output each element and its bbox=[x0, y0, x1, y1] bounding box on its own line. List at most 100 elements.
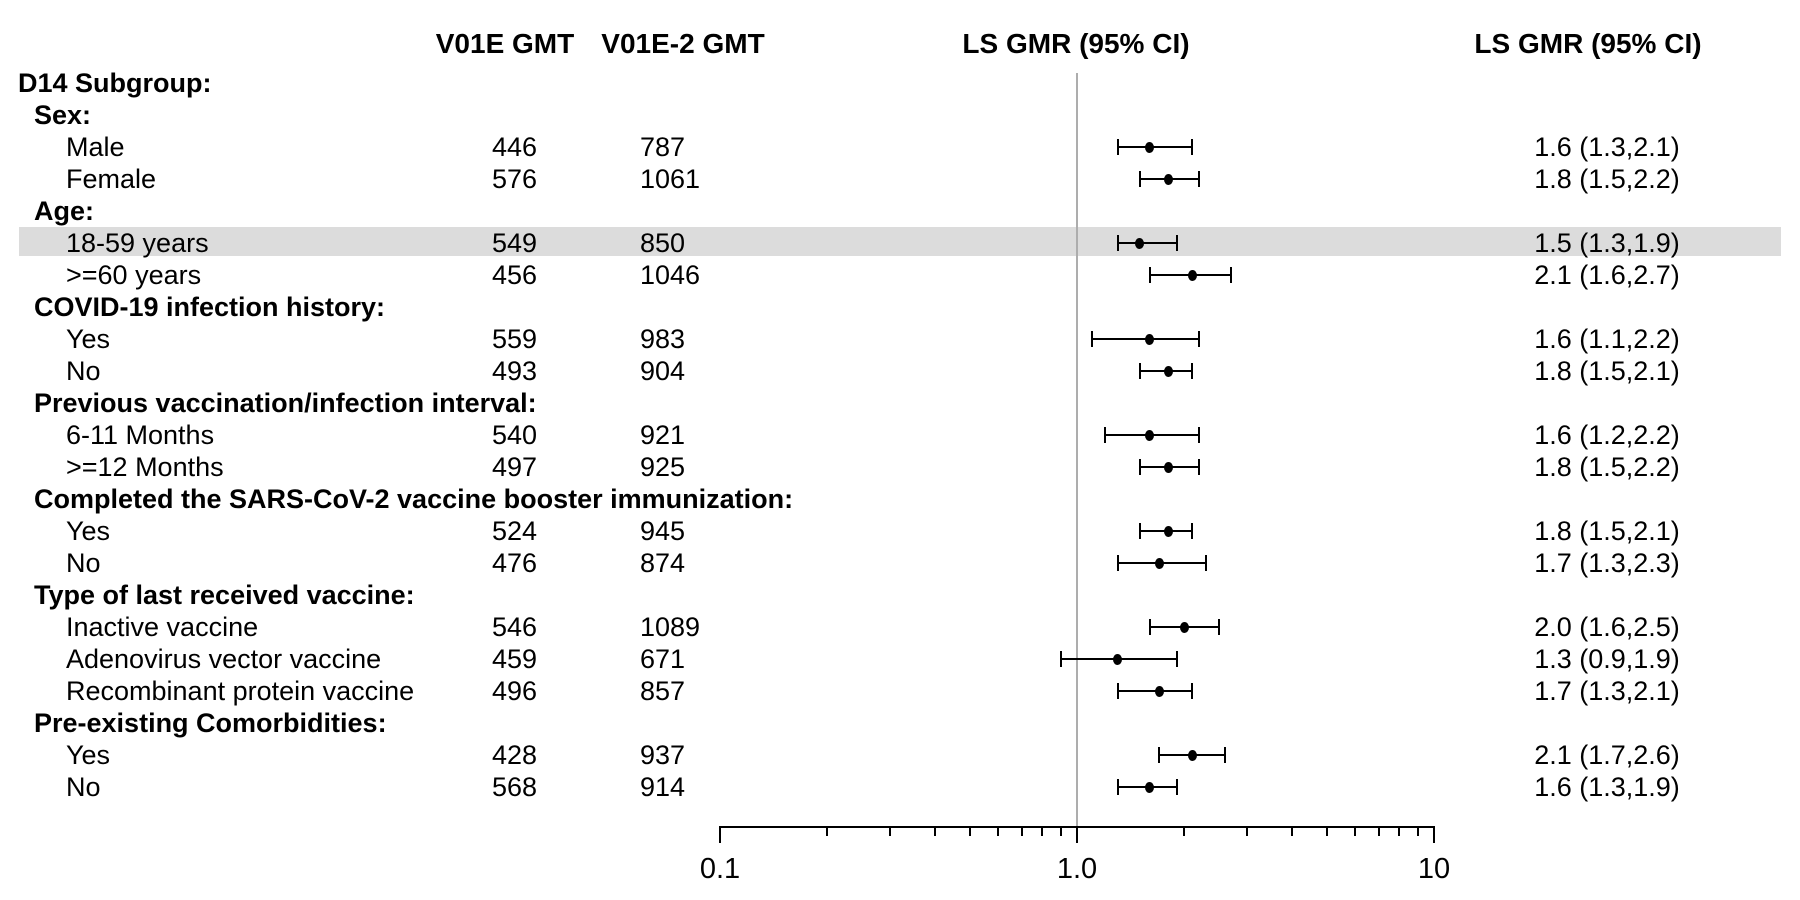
axis-major-tick bbox=[1433, 827, 1435, 843]
axis-minor-tick bbox=[1183, 827, 1186, 836]
gmt-v01e-value: 576 bbox=[492, 164, 538, 194]
axis-major-tick bbox=[1076, 827, 1078, 843]
subgroup-heading: Pre-existing Comorbidities: bbox=[34, 708, 387, 738]
ci-cap-right bbox=[1218, 619, 1221, 635]
gmr-ci-value: 1.8 (1.5,2.2) bbox=[1534, 452, 1680, 482]
ci-cap-right bbox=[1205, 555, 1208, 571]
subgroup-label: Yes bbox=[66, 740, 111, 770]
ci-cap-right bbox=[1198, 171, 1201, 187]
gmt-v01e-value: 540 bbox=[492, 420, 538, 450]
gmr-ci-value: 1.8 (1.5,2.1) bbox=[1534, 356, 1680, 386]
ci-cap-left bbox=[1116, 555, 1119, 571]
ci-cap-right bbox=[1175, 779, 1178, 795]
gmt-v01e-value: 497 bbox=[492, 452, 538, 482]
ci-cap-right bbox=[1191, 363, 1194, 379]
ci-cap-right bbox=[1191, 139, 1194, 155]
ci-cap-right bbox=[1198, 459, 1201, 475]
subgroup-label: Male bbox=[66, 132, 125, 162]
point-estimate-dot bbox=[1163, 461, 1173, 473]
table-row: No 568 914 1.6 (1.3,1.9) bbox=[0, 771, 1800, 803]
table-row: >=12 Months 497 925 1.8 (1.5,2.2) bbox=[0, 451, 1800, 483]
gmt-v01e2-value: 904 bbox=[640, 356, 686, 386]
gmr-ci-value: 2.1 (1.6,2.7) bbox=[1534, 260, 1680, 290]
subgroup-label: 18-59 years bbox=[66, 228, 209, 258]
column-header-values-ls-gmr: LS GMR (95% CI) bbox=[1474, 28, 1702, 59]
subgroup-heading: Age: bbox=[34, 196, 94, 226]
ci-cap-left bbox=[1148, 267, 1151, 283]
gmr-ci-value: 2.1 (1.7,2.6) bbox=[1534, 740, 1680, 770]
gmt-v01e-value: 476 bbox=[492, 548, 538, 578]
axis-tick-label: 0.1 bbox=[699, 853, 741, 885]
gmt-v01e2-value: 914 bbox=[640, 772, 686, 802]
axis-minor-tick bbox=[1246, 827, 1249, 836]
ci-line bbox=[1117, 242, 1177, 244]
table-row: Yes 559 983 1.6 (1.1,2.2) bbox=[0, 323, 1800, 355]
subgroup-heading: Type of last received vaccine: bbox=[34, 580, 415, 610]
subgroup-heading: Completed the SARS-CoV-2 vaccine booster… bbox=[34, 484, 794, 514]
subgroup-heading: D14 Subgroup: bbox=[18, 68, 212, 98]
column-header-v01e2-gmt: V01E-2 GMT bbox=[601, 28, 765, 59]
table-row: Age: bbox=[0, 195, 1800, 227]
axis-minor-tick bbox=[1416, 827, 1419, 836]
ci-cap-left bbox=[1116, 235, 1119, 251]
gmt-v01e-value: 549 bbox=[492, 228, 538, 258]
ci-cap-right bbox=[1229, 267, 1232, 283]
table-row: >=60 years 456 1046 2.1 (1.6,2.7) bbox=[0, 259, 1800, 291]
subgroup-heading: Previous vaccination/infection interval: bbox=[34, 388, 537, 418]
subgroup-heading: Sex: bbox=[34, 100, 92, 130]
subgroup-label: No bbox=[66, 356, 101, 386]
gmr-ci-value: 1.6 (1.3,2.1) bbox=[1534, 132, 1680, 162]
gmt-v01e2-value: 983 bbox=[640, 324, 686, 354]
ci-cap-left bbox=[1138, 171, 1141, 187]
table-row: D14 Subgroup: bbox=[0, 67, 1800, 99]
ci-cap-left bbox=[1059, 651, 1062, 667]
gmt-v01e2-value: 850 bbox=[640, 228, 686, 258]
column-header-v01e-gmt: V01E GMT bbox=[435, 28, 575, 59]
gmt-v01e-value: 428 bbox=[492, 740, 538, 770]
gmr-ci-value: 2.0 (1.6,2.5) bbox=[1534, 612, 1680, 642]
subgroup-label: No bbox=[66, 772, 101, 802]
axis-minor-tick bbox=[996, 827, 999, 836]
gmt-v01e2-value: 857 bbox=[640, 676, 686, 706]
gmr-ci-value: 1.3 (0.9,1.9) bbox=[1534, 644, 1680, 674]
gmt-v01e-value: 459 bbox=[492, 644, 538, 674]
table-row: Pre-existing Comorbidities: bbox=[0, 707, 1800, 739]
ci-cap-left bbox=[1090, 331, 1093, 347]
ci-cap-left bbox=[1104, 427, 1107, 443]
gmt-v01e2-value: 937 bbox=[640, 740, 686, 770]
gmt-v01e2-value: 787 bbox=[640, 132, 686, 162]
gmr-ci-value: 1.6 (1.1,2.2) bbox=[1534, 324, 1680, 354]
gmt-v01e-value: 524 bbox=[492, 516, 538, 546]
subgroup-label: Yes bbox=[66, 516, 111, 546]
point-estimate-dot bbox=[1187, 269, 1197, 281]
subgroup-label: >=12 Months bbox=[66, 452, 224, 482]
subgroup-label: 6-11 Months bbox=[66, 420, 215, 450]
ci-cap-right bbox=[1224, 747, 1227, 763]
gmt-v01e-value: 568 bbox=[492, 772, 538, 802]
table-row: No 493 904 1.8 (1.5,2.1) bbox=[0, 355, 1800, 387]
gmr-ci-value: 1.6 (1.3,1.9) bbox=[1534, 772, 1680, 802]
subgroup-heading: COVID-19 infection history: bbox=[34, 292, 386, 322]
axis-minor-tick bbox=[1020, 827, 1023, 836]
subgroup-label: Inactive vaccine bbox=[66, 612, 259, 642]
table-row: Type of last received vaccine: bbox=[0, 579, 1800, 611]
table-row: Previous vaccination/infection interval: bbox=[0, 387, 1800, 419]
gmt-v01e2-value: 921 bbox=[640, 420, 686, 450]
point-estimate-dot bbox=[1113, 653, 1123, 665]
table-row: 18-59 years 549 850 1.5 (1.3,1.9) bbox=[0, 227, 1800, 259]
point-estimate-dot bbox=[1163, 525, 1173, 537]
axis-minor-tick bbox=[968, 827, 971, 836]
axis-minor-tick bbox=[826, 827, 829, 836]
table-row: Male 446 787 1.6 (1.3,2.1) bbox=[0, 131, 1800, 163]
ci-cap-right bbox=[1175, 651, 1178, 667]
subgroup-label: Recombinant protein vaccine bbox=[66, 676, 415, 706]
reference-line bbox=[1076, 73, 1078, 827]
ci-cap-left bbox=[1148, 619, 1151, 635]
table-row: Completed the SARS-CoV-2 vaccine booster… bbox=[0, 483, 1800, 515]
table-row: COVID-19 infection history: bbox=[0, 291, 1800, 323]
highlight-band bbox=[19, 227, 1781, 256]
point-estimate-dot bbox=[1135, 237, 1145, 249]
gmt-v01e-value: 446 bbox=[492, 132, 538, 162]
